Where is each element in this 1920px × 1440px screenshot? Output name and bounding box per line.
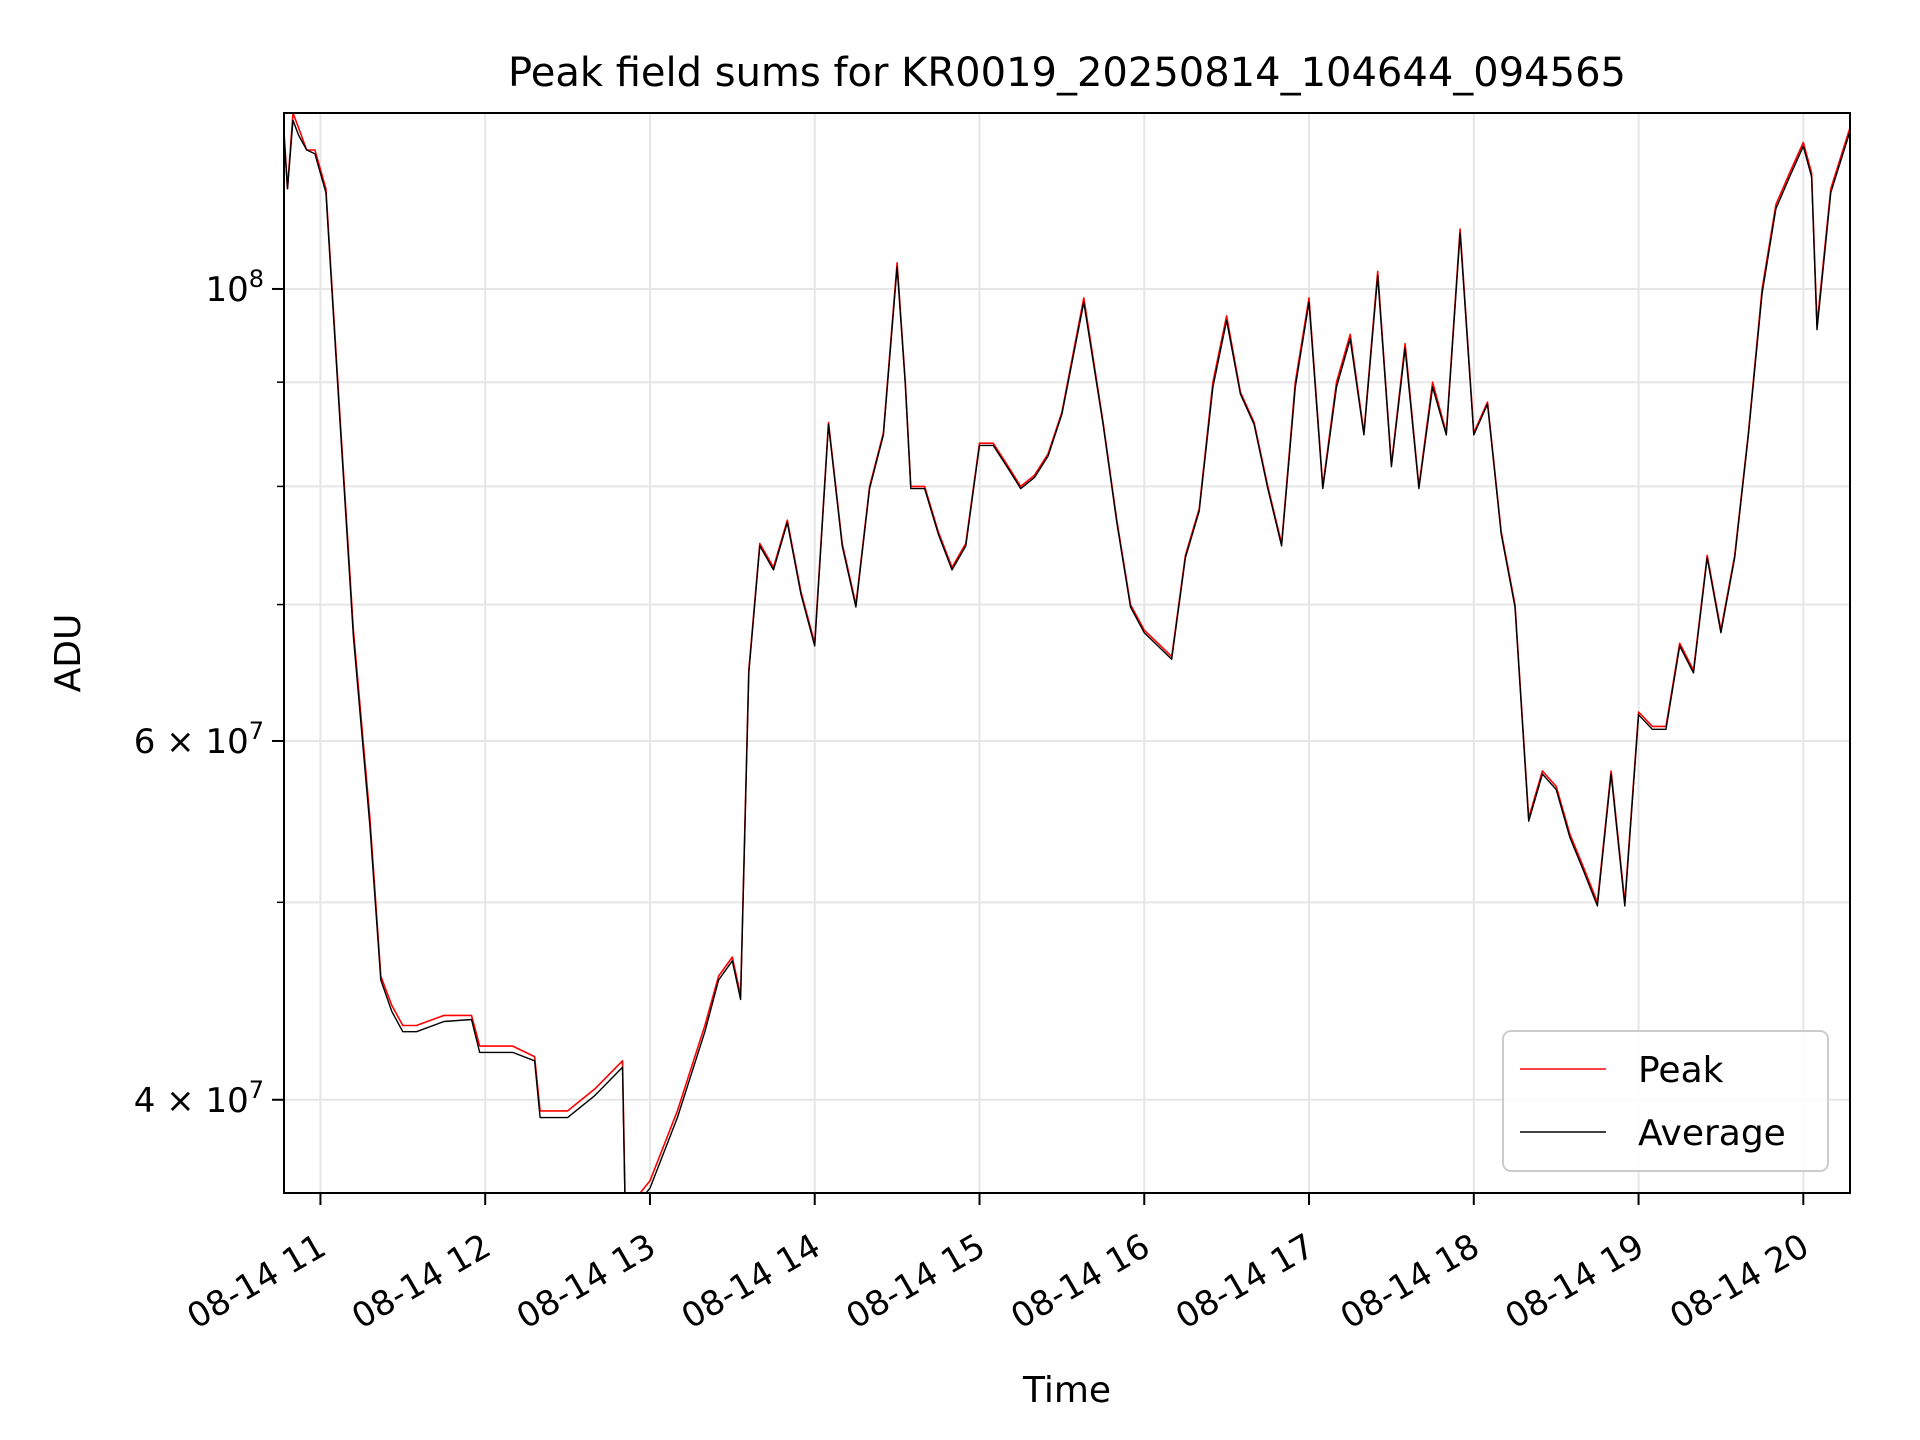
y-tick-label: 4 × 107 xyxy=(134,1076,264,1121)
series-line-average xyxy=(284,119,1850,1193)
legend: Peak Average xyxy=(1502,1030,1829,1172)
series-lines xyxy=(284,113,1850,1193)
y-tick-label: 6 × 107 xyxy=(134,717,264,762)
y-axis-label: ADU xyxy=(48,614,89,693)
chart-title: Peak field sums for KR0019_20250814_1046… xyxy=(508,50,1626,96)
plot-frame xyxy=(283,112,1851,1194)
legend-peak-label: Peak xyxy=(1638,1050,1724,1091)
legend-box xyxy=(1502,1030,1829,1172)
x-axis-label: Time xyxy=(1022,1370,1111,1411)
legend-average-label: Average xyxy=(1638,1113,1786,1154)
